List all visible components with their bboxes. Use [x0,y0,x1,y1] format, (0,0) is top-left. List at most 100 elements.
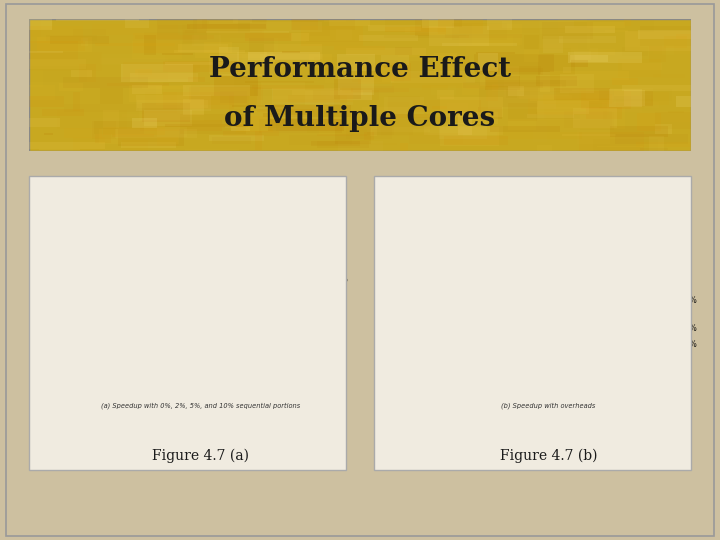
FancyBboxPatch shape [39,149,80,150]
FancyBboxPatch shape [261,82,305,90]
FancyBboxPatch shape [158,25,190,29]
FancyBboxPatch shape [257,109,314,112]
FancyBboxPatch shape [384,97,424,114]
FancyBboxPatch shape [130,73,198,82]
FancyBboxPatch shape [508,86,523,96]
FancyBboxPatch shape [444,136,508,145]
FancyBboxPatch shape [487,10,512,30]
FancyBboxPatch shape [490,126,560,132]
FancyBboxPatch shape [391,63,411,81]
FancyBboxPatch shape [236,116,273,132]
FancyBboxPatch shape [248,38,274,52]
FancyBboxPatch shape [413,117,442,122]
FancyBboxPatch shape [438,12,462,27]
FancyBboxPatch shape [292,11,318,30]
FancyBboxPatch shape [636,112,662,131]
FancyBboxPatch shape [612,78,638,85]
FancyBboxPatch shape [410,26,446,35]
FancyBboxPatch shape [163,62,241,72]
FancyBboxPatch shape [289,95,347,103]
FancyBboxPatch shape [554,88,611,100]
Text: 20%: 20% [680,340,697,349]
FancyBboxPatch shape [199,88,262,109]
FancyBboxPatch shape [273,89,354,103]
FancyBboxPatch shape [210,22,238,24]
FancyBboxPatch shape [81,38,88,46]
FancyBboxPatch shape [492,84,562,91]
FancyBboxPatch shape [340,90,372,100]
FancyBboxPatch shape [187,24,266,29]
Text: 0%: 0% [331,193,343,201]
FancyBboxPatch shape [135,35,215,39]
FancyBboxPatch shape [79,64,96,83]
FancyBboxPatch shape [537,101,590,114]
FancyBboxPatch shape [543,94,612,104]
FancyBboxPatch shape [144,35,156,55]
X-axis label: number of processors: number of processors [503,419,595,428]
FancyBboxPatch shape [333,79,361,99]
FancyBboxPatch shape [245,33,292,40]
FancyBboxPatch shape [277,65,335,68]
FancyBboxPatch shape [292,11,356,30]
FancyBboxPatch shape [63,77,148,88]
FancyBboxPatch shape [558,14,587,32]
FancyBboxPatch shape [210,53,275,74]
FancyBboxPatch shape [245,82,314,84]
FancyBboxPatch shape [45,35,97,40]
FancyBboxPatch shape [362,107,408,114]
FancyBboxPatch shape [542,22,593,39]
FancyBboxPatch shape [245,111,276,131]
FancyBboxPatch shape [476,52,515,55]
FancyBboxPatch shape [165,124,248,127]
FancyBboxPatch shape [346,48,426,56]
FancyBboxPatch shape [540,72,549,92]
FancyBboxPatch shape [565,26,616,32]
FancyBboxPatch shape [527,114,574,118]
FancyBboxPatch shape [581,91,631,109]
FancyBboxPatch shape [317,141,369,148]
FancyBboxPatch shape [162,53,193,55]
FancyBboxPatch shape [624,16,631,26]
FancyBboxPatch shape [413,100,481,112]
FancyBboxPatch shape [610,126,667,137]
FancyBboxPatch shape [17,96,64,106]
FancyBboxPatch shape [423,14,454,28]
FancyBboxPatch shape [536,76,577,86]
FancyBboxPatch shape [466,33,541,55]
FancyBboxPatch shape [573,109,617,129]
FancyBboxPatch shape [215,66,235,75]
FancyBboxPatch shape [487,80,566,87]
FancyBboxPatch shape [99,129,179,144]
FancyBboxPatch shape [451,56,469,67]
FancyBboxPatch shape [370,117,377,136]
FancyBboxPatch shape [264,44,323,59]
FancyBboxPatch shape [302,26,364,45]
FancyBboxPatch shape [140,120,222,131]
FancyBboxPatch shape [183,99,204,116]
FancyBboxPatch shape [524,50,539,62]
FancyBboxPatch shape [676,34,696,39]
FancyBboxPatch shape [180,113,246,133]
FancyBboxPatch shape [624,91,652,106]
FancyBboxPatch shape [398,55,462,57]
FancyBboxPatch shape [436,90,454,99]
FancyBboxPatch shape [478,53,498,71]
FancyBboxPatch shape [122,139,148,157]
Y-axis label: relative speedup: relative speedup [388,261,397,333]
FancyBboxPatch shape [579,132,644,153]
FancyBboxPatch shape [194,52,273,58]
FancyBboxPatch shape [189,87,263,100]
FancyBboxPatch shape [292,90,364,95]
FancyBboxPatch shape [440,97,503,118]
FancyBboxPatch shape [95,133,111,143]
FancyBboxPatch shape [664,36,686,48]
FancyBboxPatch shape [524,36,539,49]
FancyBboxPatch shape [438,16,482,35]
FancyBboxPatch shape [528,98,608,114]
FancyBboxPatch shape [506,89,518,98]
Text: 5%: 5% [680,224,693,233]
FancyBboxPatch shape [564,67,570,73]
FancyBboxPatch shape [44,133,53,134]
FancyBboxPatch shape [311,141,361,146]
FancyBboxPatch shape [477,66,541,74]
